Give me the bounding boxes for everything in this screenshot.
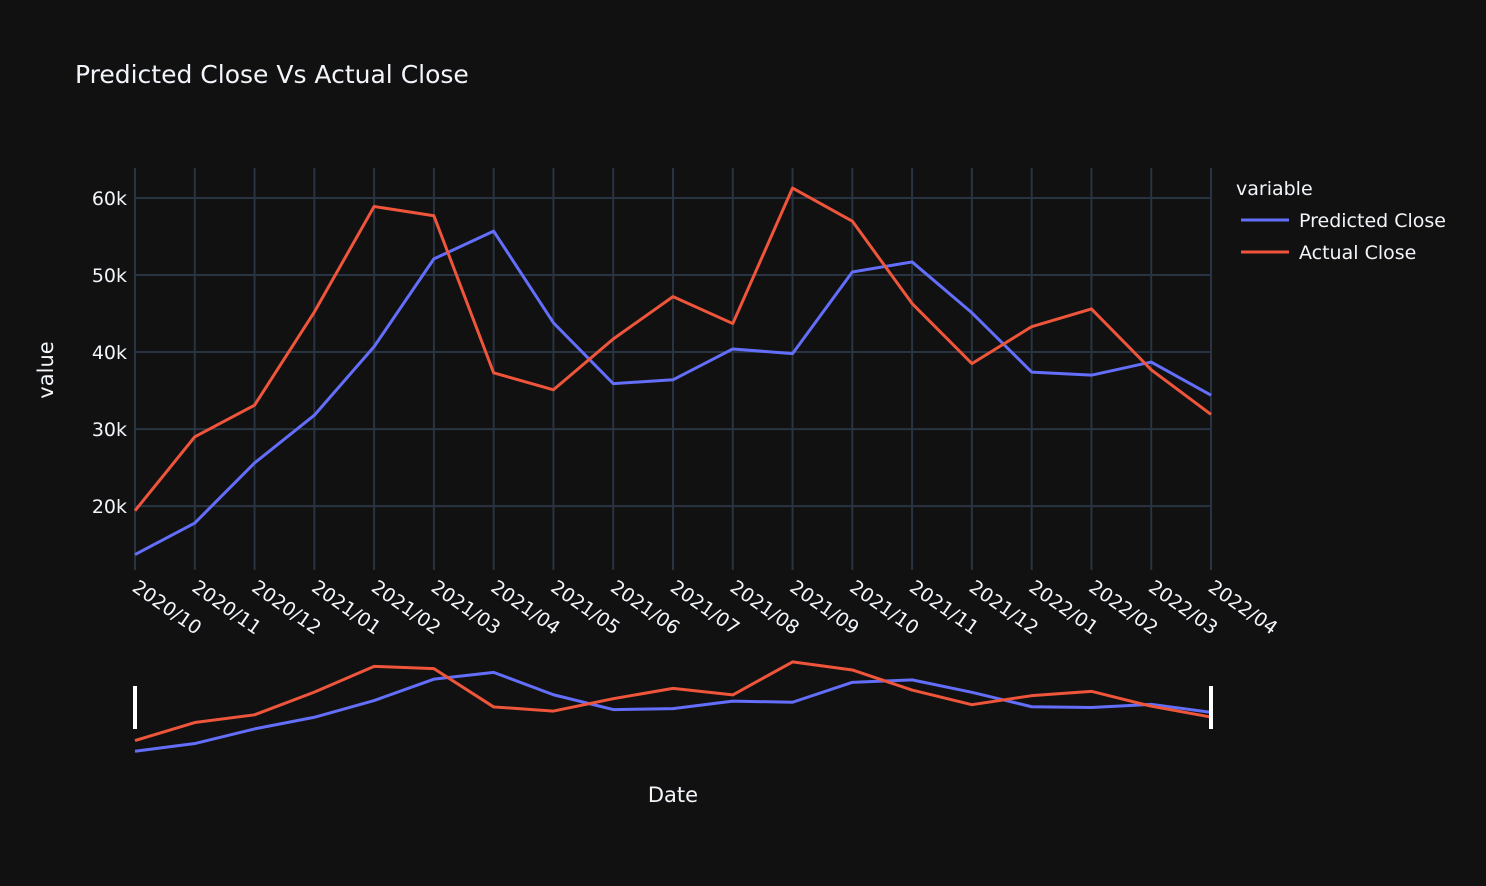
legend-item-label[interactable]: Predicted Close <box>1299 210 1446 232</box>
data-point[interactable] <box>670 377 676 383</box>
data-point[interactable] <box>790 185 796 191</box>
data-point[interactable] <box>1088 306 1094 312</box>
y-tick-label: 20k <box>92 496 127 518</box>
data-point[interactable] <box>1208 411 1214 417</box>
y-axis-title: value <box>34 341 58 398</box>
data-point[interactable] <box>550 387 556 393</box>
data-point[interactable] <box>909 301 915 307</box>
y-axis-ticks: 20k 30k 40k 50k 60k <box>92 188 127 518</box>
y-tick-label: 60k <box>92 188 127 210</box>
data-point[interactable] <box>670 294 676 300</box>
x-axis-title: Date <box>648 783 698 807</box>
data-point[interactable] <box>371 344 377 350</box>
data-point[interactable] <box>610 336 616 342</box>
data-point[interactable] <box>909 259 915 265</box>
slider-series-line <box>134 660 1212 742</box>
legend-title: variable <box>1236 178 1313 200</box>
range-slider-right-handle[interactable] <box>1209 686 1213 729</box>
data-point[interactable] <box>311 309 317 315</box>
y-tick-label: 30k <box>92 419 127 441</box>
chart-title: Predicted Close Vs Actual Close <box>75 60 469 89</box>
data-point[interactable] <box>491 370 497 376</box>
data-point[interactable] <box>790 351 796 357</box>
data-point[interactable] <box>252 402 258 408</box>
y-tick-label: 50k <box>92 265 127 287</box>
data-point[interactable] <box>550 320 556 326</box>
data-point[interactable] <box>491 228 497 234</box>
data-point[interactable] <box>252 460 258 466</box>
data-point[interactable] <box>192 434 198 440</box>
data-point[interactable] <box>1148 367 1154 373</box>
data-point[interactable] <box>371 204 377 210</box>
data-point[interactable] <box>431 213 437 219</box>
data-point[interactable] <box>1029 324 1035 330</box>
data-point[interactable] <box>132 508 138 514</box>
data-point[interactable] <box>849 218 855 224</box>
data-point[interactable] <box>969 361 975 367</box>
data-point[interactable] <box>311 412 317 418</box>
series-line-actual-close[interactable] <box>133 186 1212 512</box>
data-point[interactable] <box>132 552 138 558</box>
data-point[interactable] <box>1148 359 1154 365</box>
legend[interactable]: variable Predicted Close Actual Close <box>1236 178 1446 264</box>
range-slider[interactable] <box>133 660 1213 753</box>
data-point[interactable] <box>730 321 736 327</box>
slider-series-line <box>134 670 1212 753</box>
data-point[interactable] <box>192 520 198 526</box>
y-tick-label: 40k <box>92 342 127 364</box>
range-slider-left-handle[interactable] <box>133 686 137 729</box>
data-point[interactable] <box>730 346 736 352</box>
legend-item-label[interactable]: Actual Close <box>1299 242 1416 264</box>
data-point[interactable] <box>1088 372 1094 378</box>
data-point[interactable] <box>1208 392 1214 398</box>
series-line-predicted-close[interactable] <box>134 229 1212 556</box>
data-point[interactable] <box>969 310 975 316</box>
data-point[interactable] <box>849 269 855 275</box>
series-lines <box>132 185 1214 558</box>
data-point[interactable] <box>610 381 616 387</box>
data-point[interactable] <box>1029 369 1035 375</box>
data-point[interactable] <box>431 256 437 262</box>
